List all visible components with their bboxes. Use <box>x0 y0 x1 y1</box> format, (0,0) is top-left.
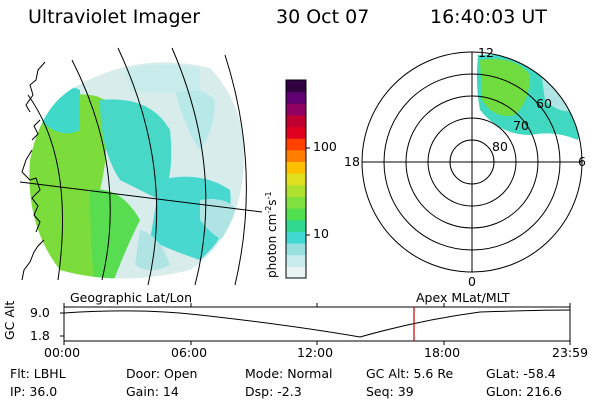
colorbar-segment <box>286 91 306 104</box>
colorbar-segment <box>286 126 306 139</box>
colorbar-segment <box>286 208 306 221</box>
instrument-title: Ultraviolet Imager <box>28 6 201 28</box>
colorbar-segment <box>286 173 306 186</box>
colorbar-segment <box>286 80 306 93</box>
timeline-right-label: Apex MLat/MLT <box>416 290 510 305</box>
info-seq: Seq: 39 <box>366 384 414 399</box>
info-gc-alt: GC Alt: 5.6 Re <box>366 366 454 381</box>
observation-date: 30 Oct 07 <box>276 6 370 28</box>
colorbar-segment <box>286 219 306 232</box>
mlat-label-80: 80 <box>492 139 508 154</box>
info-glon: GLon: 216.6 <box>486 384 562 399</box>
info-gain: Gain: 14 <box>126 384 179 399</box>
altitude-timeline <box>60 303 571 345</box>
colorbar-tick-100: 100 <box>313 139 337 154</box>
colorbar-segment <box>286 254 306 267</box>
colorbar-segment <box>286 231 306 244</box>
colorbar-segment <box>286 196 306 209</box>
mlt-label-18: 18 <box>344 154 360 169</box>
mlt-label-6: 6 <box>578 154 586 169</box>
timeline-x-tick: 12:00 <box>297 345 334 360</box>
mlat-label-70: 70 <box>513 118 529 133</box>
timeline-x-tick: 06:00 <box>171 345 208 360</box>
mlt-label-12: 12 <box>478 45 494 60</box>
colorbar-segment <box>286 161 306 174</box>
colorbar-unit-label: photon cm-2s-1 <box>264 191 279 278</box>
colorbar-segment <box>286 114 306 128</box>
observation-time: 16:40:03 UT <box>430 6 547 28</box>
info-filter: Flt: LBHL <box>10 366 66 381</box>
colorbar-segment <box>286 184 306 197</box>
info-door: Door: Open <box>126 366 198 381</box>
colorbar-tick-10: 10 <box>313 226 329 241</box>
colorbar-segment <box>286 103 306 116</box>
colorbar-segment <box>286 149 306 163</box>
polar-plot <box>361 51 583 273</box>
info-ip: IP: 36.0 <box>10 384 58 399</box>
timeline-y-top: 9.0 <box>30 305 50 320</box>
geographic-image <box>19 47 263 286</box>
timeline-x-tick: 18:00 <box>424 345 461 360</box>
mlat-label-60: 60 <box>536 96 552 111</box>
info-mode: Mode: Normal <box>245 366 333 381</box>
timeline-x-tick: 23:59 <box>552 345 589 360</box>
colorbar-segment <box>286 266 306 279</box>
mlt-label-0: 0 <box>468 274 476 289</box>
info-glat: GLat: -58.4 <box>486 366 556 381</box>
colorbar-segment <box>286 243 306 256</box>
timeline-y-bottom: 1.8 <box>30 328 50 343</box>
timeline-left-label: Geographic Lat/Lon <box>70 290 192 305</box>
timeline-x-tick: 00:00 <box>44 345 81 360</box>
colorbar <box>285 79 310 279</box>
info-dsp: Dsp: -2.3 <box>245 384 302 399</box>
colorbar-frame <box>285 79 307 279</box>
timeline-axis-label: GC Alt <box>2 300 17 340</box>
colorbar-segment <box>286 138 306 151</box>
